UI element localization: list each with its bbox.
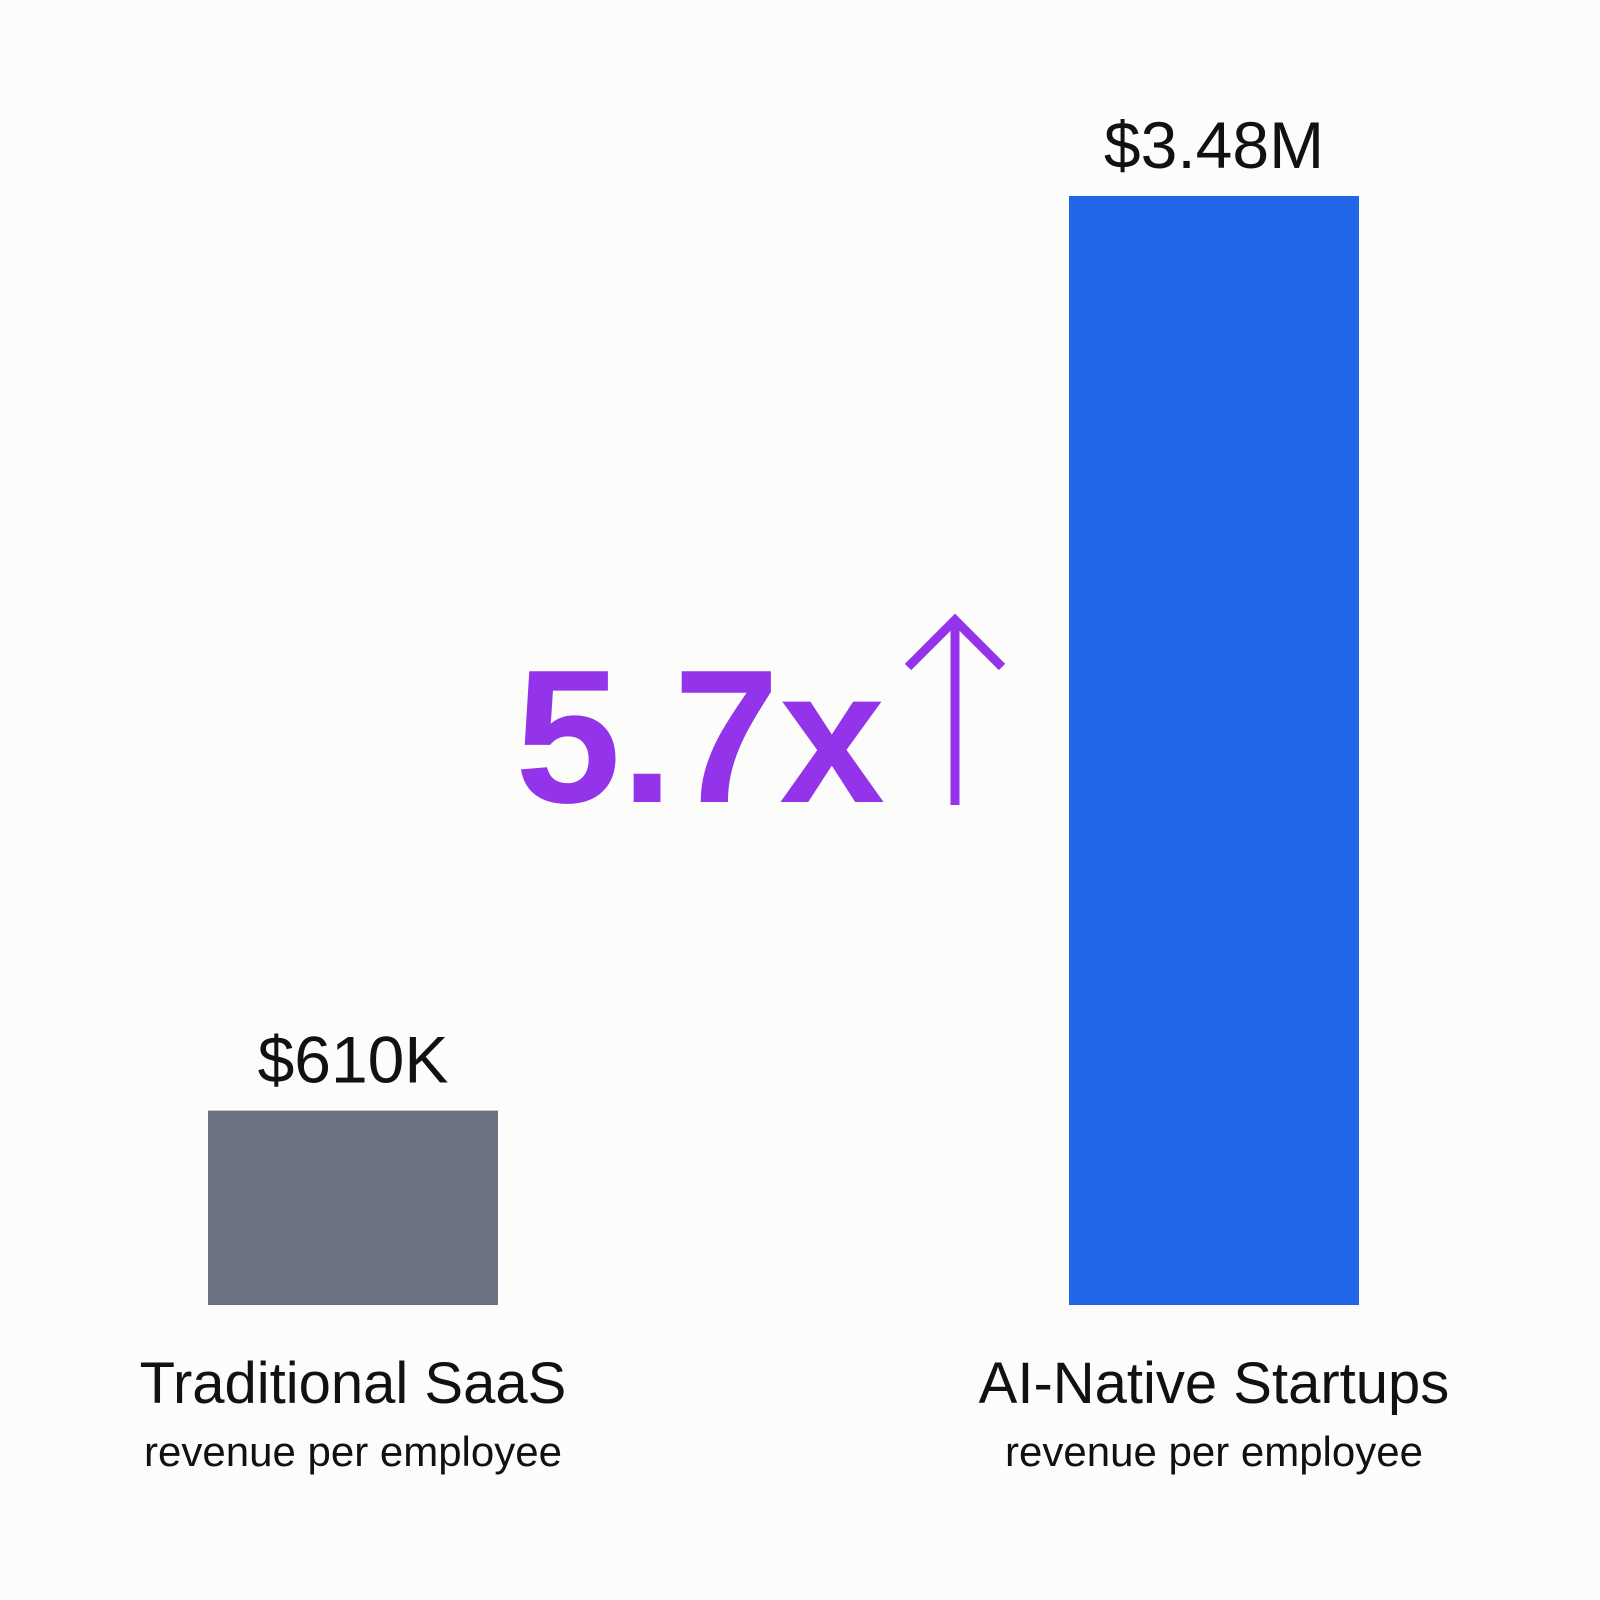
category-label: Traditional SaaS	[140, 1351, 567, 1416]
arrow-head	[904, 613, 1006, 671]
category-sublabel: revenue per employee	[144, 1428, 562, 1475]
category-sublabel: revenue per employee	[1005, 1428, 1423, 1475]
bar	[208, 1110, 498, 1305]
bar	[1069, 196, 1359, 1305]
value-label: $3.48M	[1104, 108, 1324, 182]
category-label: AI-Native Startups	[979, 1351, 1450, 1416]
value-label: $610K	[258, 1023, 449, 1097]
annotation: 5.7x	[515, 631, 885, 843]
up-arrow	[904, 613, 1006, 805]
